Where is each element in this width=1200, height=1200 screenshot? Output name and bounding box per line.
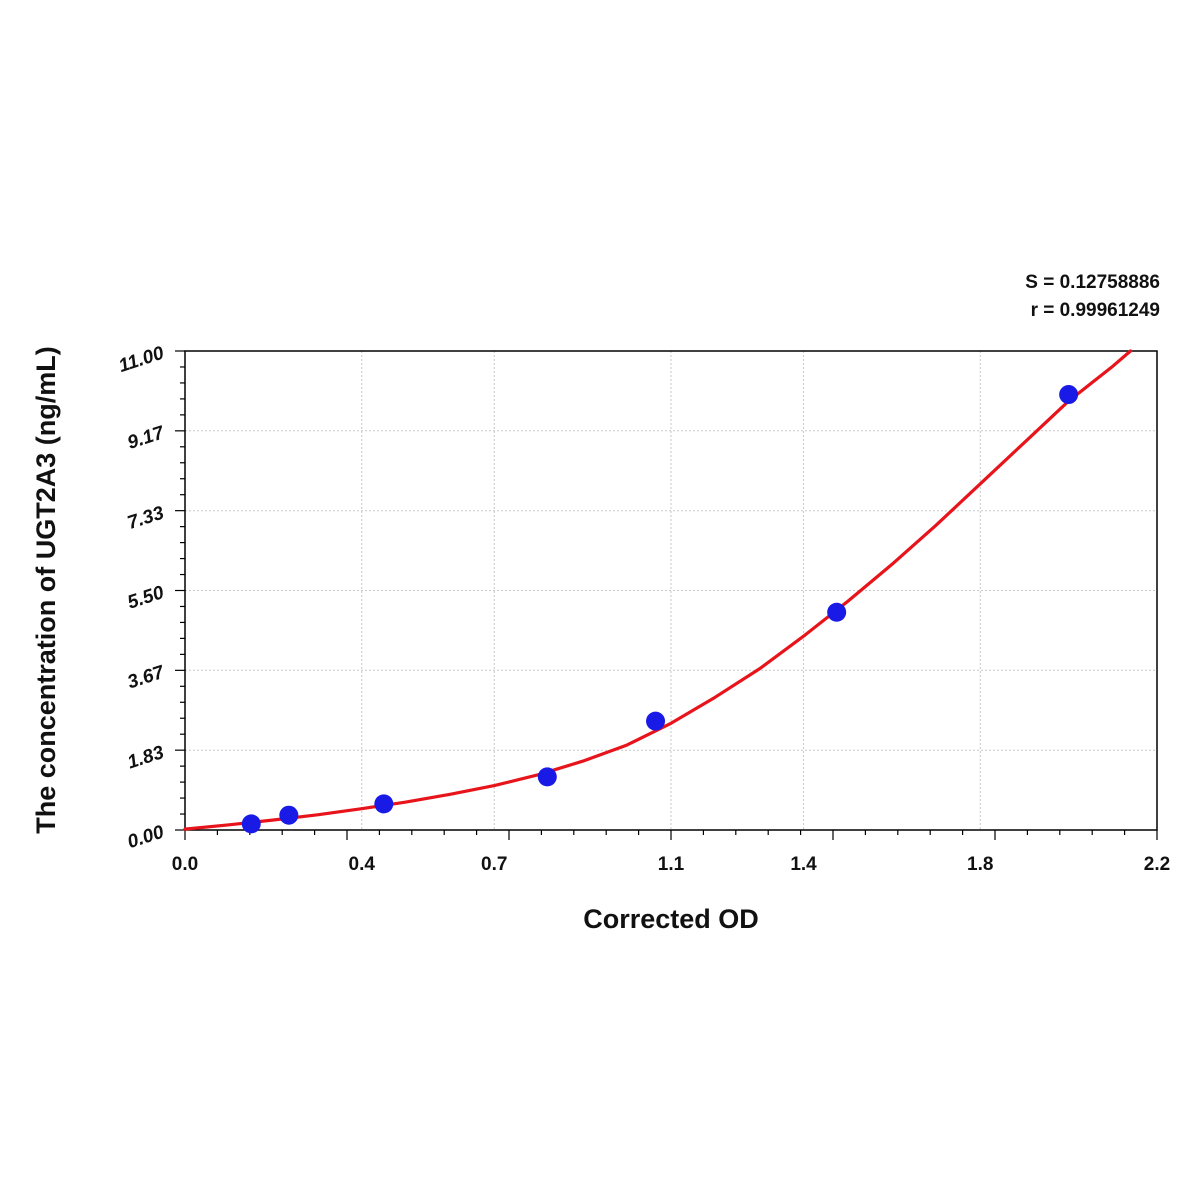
y-tick-label: 9.17 — [125, 422, 168, 454]
y-tick-label: 11.00 — [116, 343, 167, 377]
data-point — [537, 767, 557, 787]
axis-ticks: 0.0 0.4 0.7 1.1 1.4 1.8 2.2 0.00 1.83 3.67 5.50 7.3… — [116, 343, 1170, 875]
x-tick-label: 2.2 — [1144, 854, 1170, 875]
y-tick-label: 7.33 — [125, 502, 167, 534]
x-tick-label: 0.7 — [481, 854, 507, 875]
y-tick-label: 1.83 — [125, 742, 167, 774]
x-tick-label: 0.0 — [172, 854, 198, 875]
x-tick-label: 0.4 — [349, 854, 376, 875]
data-points — [241, 385, 1079, 834]
data-point — [279, 805, 299, 825]
data-point — [646, 711, 666, 731]
grid-lines — [185, 351, 1157, 830]
x-axis-label: Corrected OD — [583, 904, 759, 934]
y-tick-label: 5.50 — [125, 582, 167, 614]
stat-s-value: S = 0.12758886 — [1025, 272, 1160, 293]
fit-curve — [183, 349, 1133, 831]
x-tick-label: 1.1 — [658, 854, 685, 875]
y-axis-label: The concentration of UGT2A3 (ng/mL) — [31, 346, 61, 834]
data-point — [241, 814, 261, 834]
x-tick-label: 1.4 — [790, 854, 817, 875]
y-tick-label: 3.67 — [125, 662, 168, 694]
y-tick-label: 0.00 — [125, 822, 167, 854]
data-point — [827, 602, 847, 622]
data-point — [1059, 385, 1079, 405]
data-point — [374, 794, 394, 814]
stat-r-value: r = 0.99961249 — [1030, 300, 1160, 321]
x-tick-label: 1.8 — [967, 854, 993, 875]
fit-curve-layer — [183, 349, 1133, 831]
